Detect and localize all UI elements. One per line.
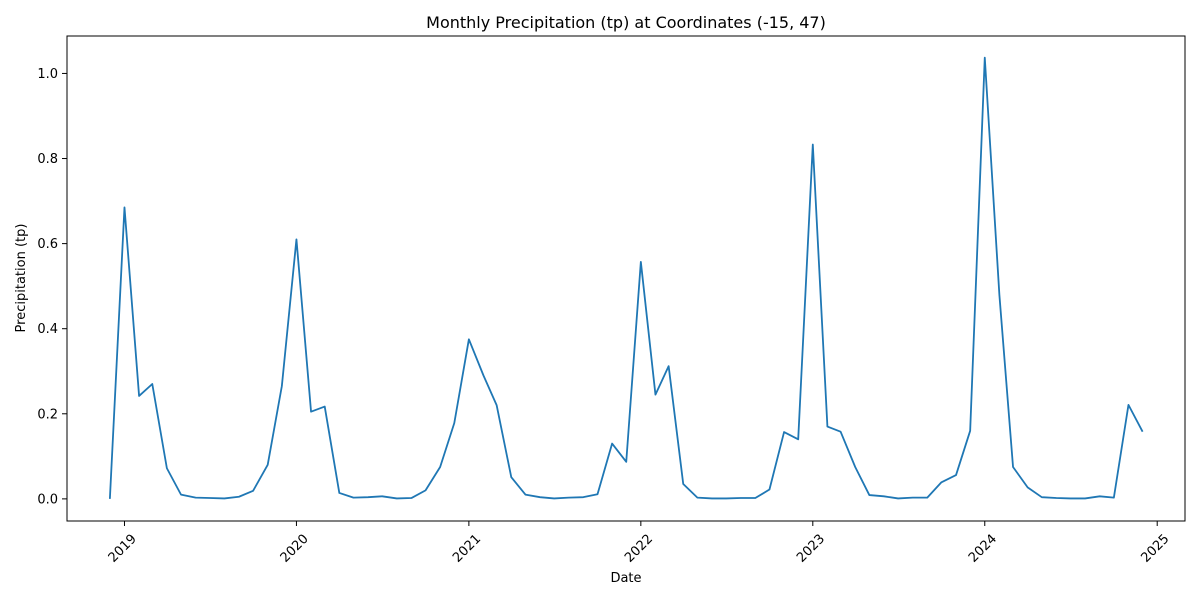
- x-tick-label: 2021: [450, 532, 484, 566]
- x-axis-label: Date: [610, 571, 641, 586]
- x-tick-label: 2024: [966, 532, 1000, 566]
- y-tick-label: 0.4: [37, 322, 58, 337]
- y-tick-label: 0.6: [37, 237, 58, 252]
- x-tick-label: 2023: [794, 532, 828, 566]
- y-tick-label: 0.0: [37, 492, 58, 507]
- x-tick-label: 2025: [1138, 532, 1172, 566]
- plot-frame: [66, 35, 1186, 522]
- plot-area: [66, 35, 1186, 522]
- x-tick-label: 2020: [278, 532, 312, 566]
- chart-title: Monthly Precipitation (tp) at Coordinate…: [426, 13, 826, 32]
- y-tick-label: 0.2: [37, 407, 58, 422]
- y-axis-label: Precipitation (tp): [14, 224, 29, 333]
- series-line: [108, 56, 1144, 500]
- x-axis: 2019 2020 2021 2022 2023 2024 2025: [106, 521, 1172, 566]
- x-tick-label: 2022: [622, 532, 656, 566]
- y-axis: 0.0 0.2 0.4 0.6 0.8 1.0: [37, 67, 67, 507]
- y-tick-label: 0.8: [37, 152, 58, 167]
- y-tick-label: 1.0: [37, 67, 58, 82]
- x-tick-label: 2019: [106, 532, 140, 566]
